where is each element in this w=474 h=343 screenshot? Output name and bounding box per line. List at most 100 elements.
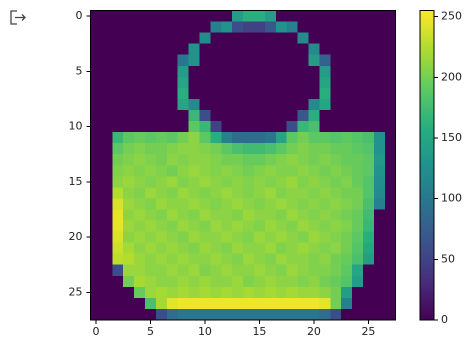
heat-cell <box>276 287 287 298</box>
heat-cell <box>200 121 211 132</box>
heat-cell <box>167 77 178 88</box>
heat-cell <box>243 33 254 44</box>
heat-cell <box>287 143 298 154</box>
heat-cell <box>265 77 276 88</box>
heat-cell <box>232 265 243 276</box>
heat-cell <box>330 99 341 110</box>
heat-cell <box>232 66 243 77</box>
heat-cell <box>91 298 102 309</box>
heat-cell <box>298 298 309 309</box>
heat-cell <box>298 243 309 254</box>
heat-cell <box>123 143 134 154</box>
heat-cell <box>330 22 341 33</box>
heat-cell <box>200 154 211 165</box>
heat-cell <box>341 154 352 165</box>
heat-cell <box>363 287 374 298</box>
heat-cell <box>254 298 265 309</box>
heat-cell <box>112 88 123 99</box>
heat-cell <box>243 11 254 22</box>
heat-cell <box>330 77 341 88</box>
heat-cell <box>298 99 309 110</box>
heat-cell <box>254 209 265 220</box>
heat-cell <box>374 154 385 165</box>
heat-cell <box>232 22 243 33</box>
heat-cell <box>363 33 374 44</box>
heat-cell <box>210 276 221 287</box>
heat-cell <box>210 198 221 209</box>
heat-cell <box>210 287 221 298</box>
heat-cell <box>385 143 396 154</box>
heat-cell <box>330 221 341 232</box>
heat-cell <box>374 209 385 220</box>
heat-cell <box>112 55 123 66</box>
heat-cell <box>134 243 145 254</box>
heat-cell <box>330 110 341 121</box>
heat-cell <box>200 254 211 265</box>
heat-cell <box>276 232 287 243</box>
heat-cell <box>210 22 221 33</box>
heat-cell <box>167 265 178 276</box>
heat-cell <box>221 209 232 220</box>
heat-cell <box>352 88 363 99</box>
heat-cell <box>385 77 396 88</box>
heat-cell <box>254 276 265 287</box>
heat-cell <box>167 33 178 44</box>
heat-cell <box>123 254 134 265</box>
heat-cell <box>374 165 385 176</box>
heat-cell <box>156 265 167 276</box>
heat-cell <box>254 287 265 298</box>
heat-cell <box>167 132 178 143</box>
heat-cell <box>385 254 396 265</box>
heat-cell <box>243 132 254 143</box>
heat-cell <box>210 55 221 66</box>
heat-cell <box>178 198 189 209</box>
heat-cell <box>374 254 385 265</box>
heat-cell <box>91 287 102 298</box>
heat-cell <box>101 265 112 276</box>
heat-cell <box>189 154 200 165</box>
heat-cell <box>210 232 221 243</box>
heat-cell <box>145 77 156 88</box>
heat-cell <box>156 132 167 143</box>
heat-cell <box>243 165 254 176</box>
heat-cell <box>178 33 189 44</box>
heat-cell <box>374 298 385 309</box>
heat-cell <box>134 209 145 220</box>
heat-cell <box>385 121 396 132</box>
heat-cell <box>276 221 287 232</box>
heat-cell <box>210 33 221 44</box>
heat-cell <box>145 44 156 55</box>
heat-cell <box>330 88 341 99</box>
heat-cell <box>341 198 352 209</box>
heat-cell <box>319 209 330 220</box>
heat-cell <box>298 11 309 22</box>
heat-cell <box>341 309 352 320</box>
heat-cell <box>156 254 167 265</box>
heat-cell <box>145 11 156 22</box>
heat-cell <box>145 276 156 287</box>
heat-cell <box>189 209 200 220</box>
heat-cell <box>112 176 123 187</box>
heat-cell <box>189 44 200 55</box>
heat-cell <box>319 99 330 110</box>
heat-cell <box>363 88 374 99</box>
heat-cell <box>232 287 243 298</box>
heat-cell <box>210 221 221 232</box>
heat-cell <box>385 232 396 243</box>
heat-cell <box>134 232 145 243</box>
heat-cell <box>178 165 189 176</box>
heat-cell <box>200 22 211 33</box>
heat-cell <box>134 33 145 44</box>
heat-cell <box>200 309 211 320</box>
heat-cell <box>221 55 232 66</box>
heat-cell <box>319 176 330 187</box>
heat-cell <box>112 198 123 209</box>
heat-cell <box>210 88 221 99</box>
heat-cell <box>145 254 156 265</box>
heat-cell <box>254 11 265 22</box>
heat-cell <box>319 66 330 77</box>
heat-cell <box>276 33 287 44</box>
heat-cell <box>221 11 232 22</box>
heat-cell <box>298 287 309 298</box>
heat-cell <box>178 298 189 309</box>
